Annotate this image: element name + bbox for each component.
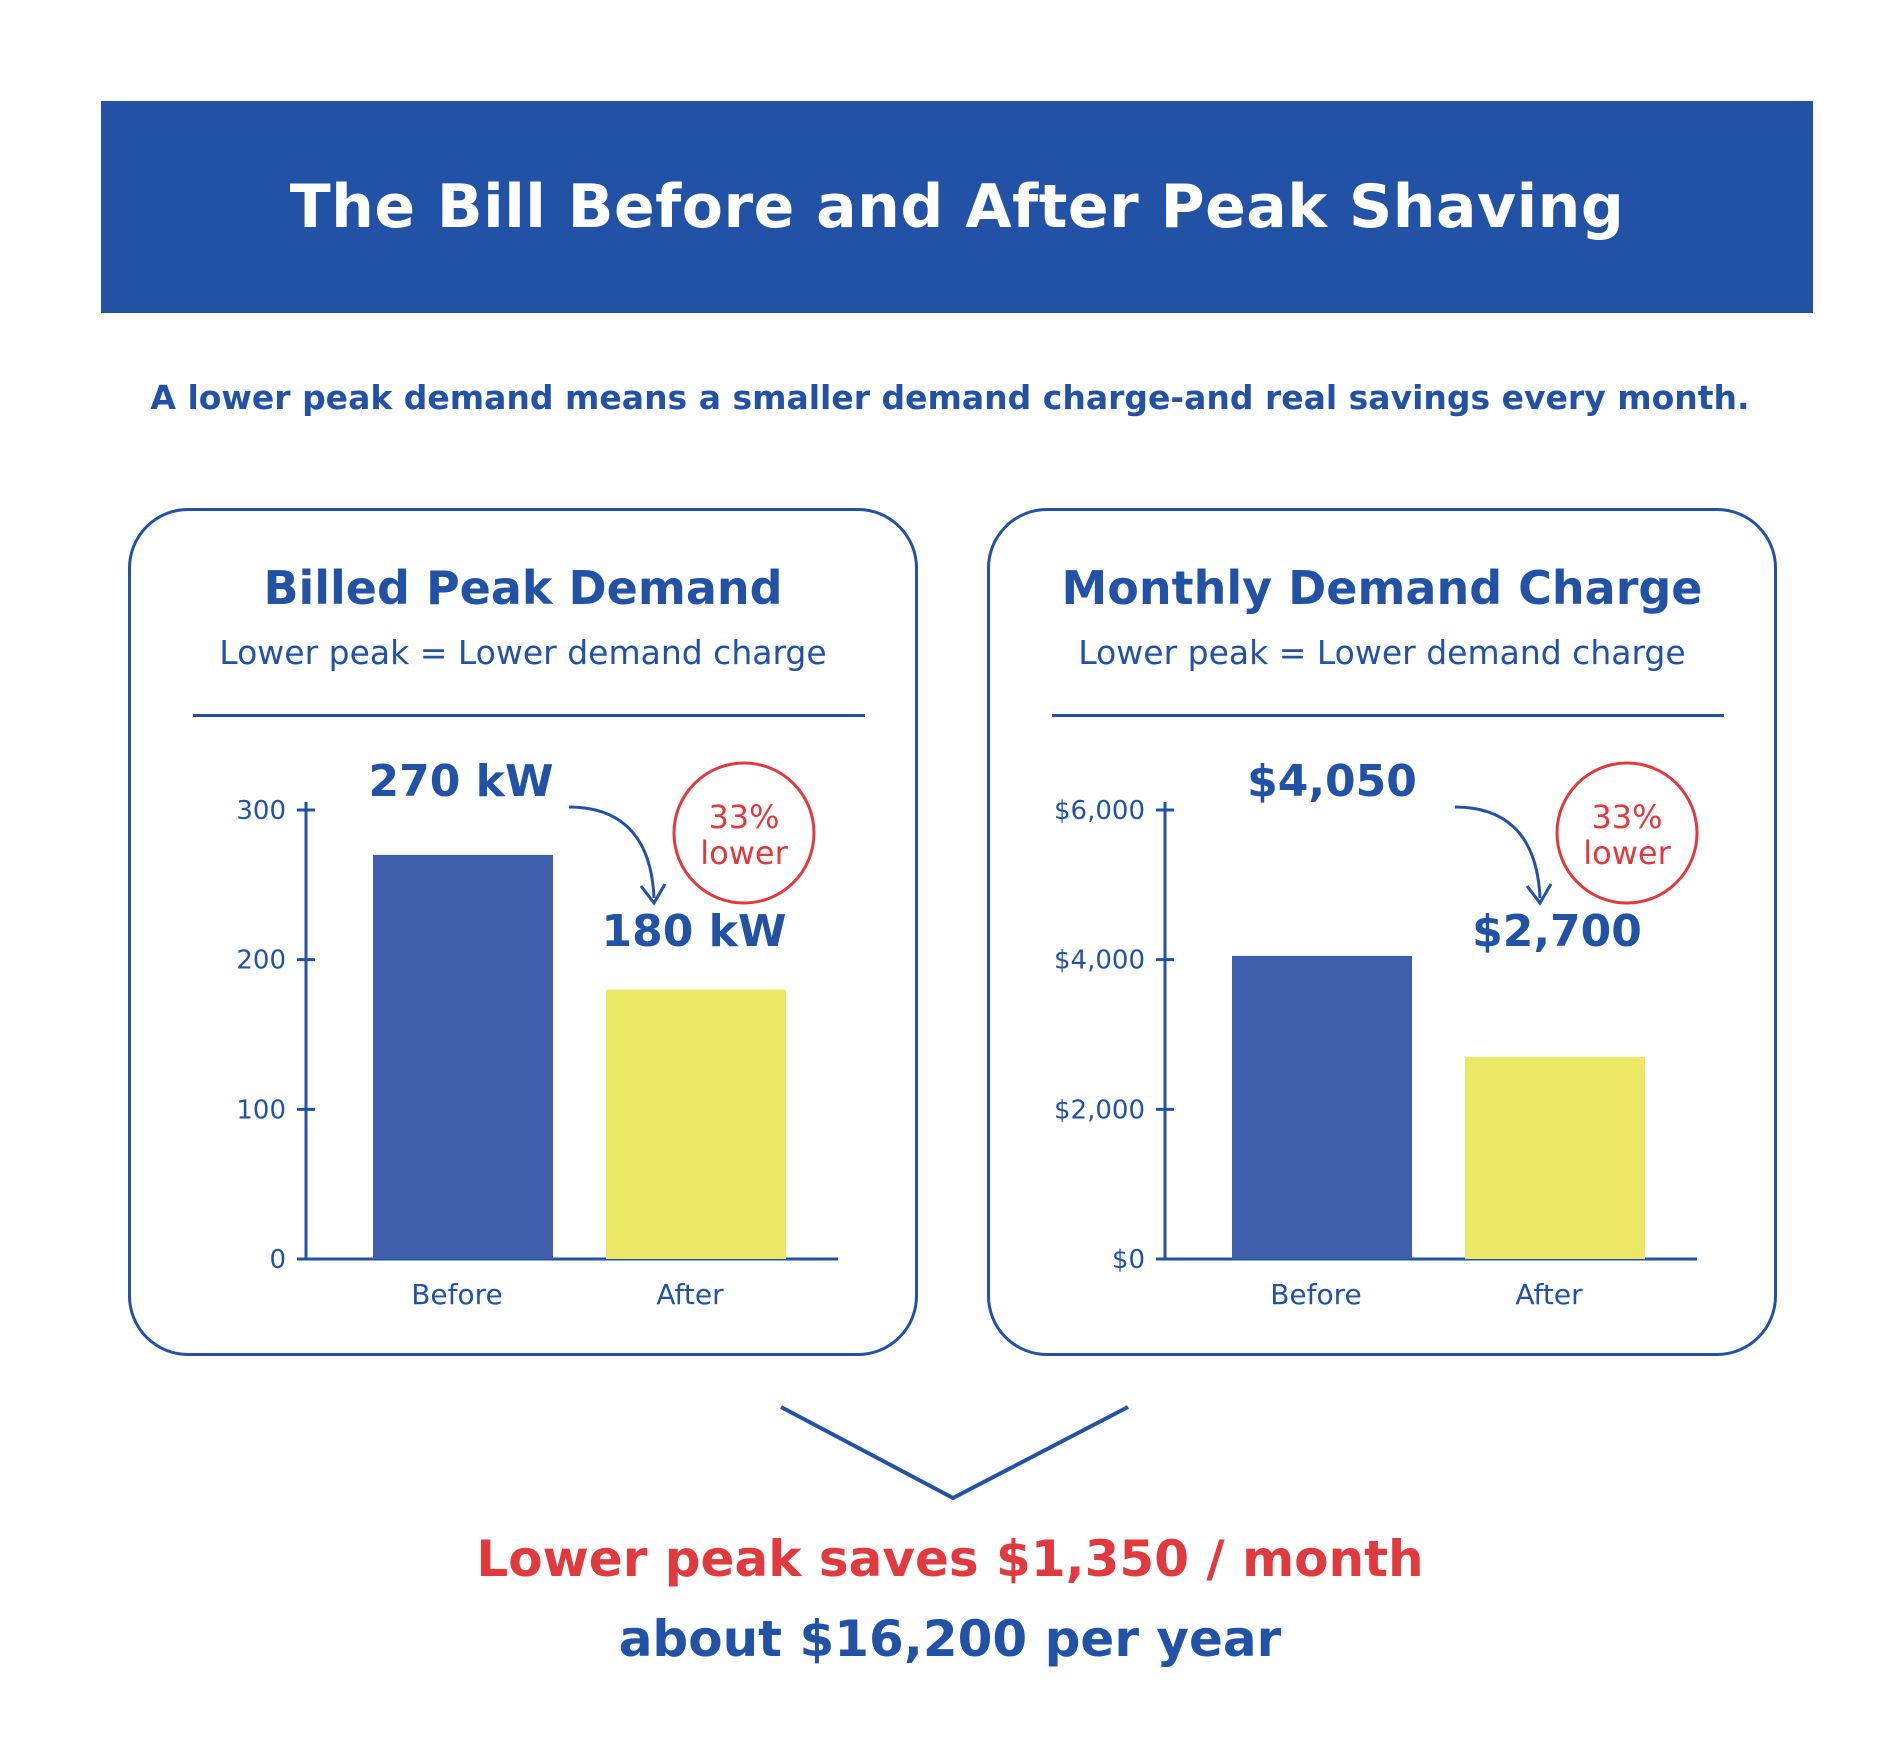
chart-subtitle: Lower peak = Lower demand charge [219,633,827,672]
arrow-icon [568,805,656,899]
y-tick-label: $0 [1112,1245,1145,1275]
y-tick-label: 200 [236,946,286,976]
x-tick-label: After [656,1278,724,1311]
chart-subtitle: Lower peak = Lower demand charge [1078,633,1686,672]
arrowhead-icon [1525,883,1553,906]
divider [193,714,865,717]
badge-text: lower [700,834,788,872]
title-banner: The Bill Before and After Peak Shaving [101,101,1813,313]
bar-chart-demand-charge: $0 $2,000 $4,000 $6,000 Before After $4,050 $2,… [1054,756,1699,1311]
bar-after [606,989,786,1259]
badge-percent: 33% [708,798,779,836]
data-label-before: $4,050 [1247,756,1417,807]
badge-percent: 33% [1591,798,1662,836]
chart-title: Billed Peak Demand [263,561,783,615]
y-tick-label: $6,000 [1054,796,1145,826]
divider [1052,714,1724,717]
y-tick-label: 100 [236,1095,286,1125]
bar-before [373,854,553,1259]
percent-badge [672,761,816,905]
data-label-after: $2,700 [1472,906,1642,957]
x-tick-label: After [1515,1278,1583,1311]
badge-text: lower [1583,834,1671,872]
chart-panel-demand-charge: Monthly Demand Charge Lower peak = Lower… [987,508,1777,1356]
x-tick-label: Before [411,1278,503,1311]
y-tick-label: $4,000 [1054,946,1145,976]
savings-monthly: Lower peak saves $1,350 / month [476,1530,1424,1588]
data-label-before: 270 kW [369,756,554,807]
bar-chart-peak-demand: 0 100 200 300 Before After 270 kW 180 kW 33%lowe… [236,756,838,1311]
bar-before [1232,955,1412,1259]
chevron-down-icon [780,1405,1129,1501]
arrow-icon [1454,805,1542,899]
y-tick-label: 0 [269,1245,286,1275]
savings-yearly: about $16,200 per year [618,1610,1282,1668]
x-tick-label: Before [1270,1278,1362,1311]
arrowhead-icon [639,883,667,906]
percent-badge [1555,761,1699,905]
data-label-after: 180 kW [602,906,787,957]
page-subtitle: A lower peak demand means a smaller dema… [150,378,1750,417]
bar-after [1465,1056,1645,1259]
chart-panel-peak-demand: Billed Peak Demand Lower peak = Lower de… [128,508,918,1356]
y-tick-label: $2,000 [1054,1095,1145,1125]
y-tick-label: 300 [236,796,286,826]
page-title: The Bill Before and After Peak Shaving [289,172,1625,242]
chart-title: Monthly Demand Charge [1061,561,1703,615]
